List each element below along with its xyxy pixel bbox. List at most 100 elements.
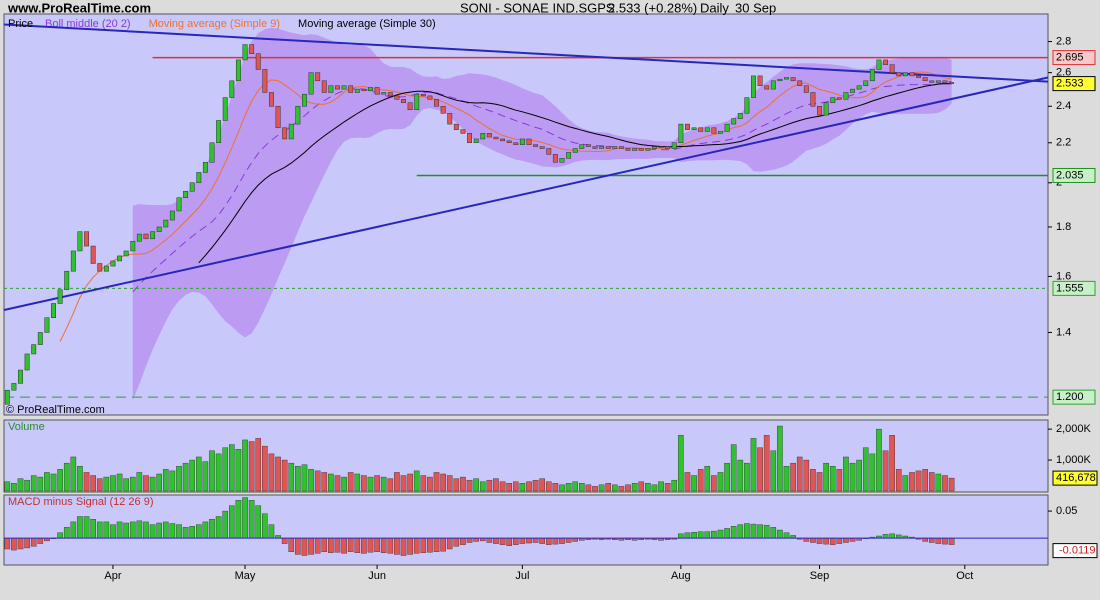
candle-body xyxy=(513,142,519,145)
macd-bar xyxy=(63,527,70,539)
candle-body xyxy=(51,303,56,318)
candle-body xyxy=(671,142,677,149)
macd-bar xyxy=(565,537,572,543)
macd-bar xyxy=(321,537,328,552)
macd-bar xyxy=(354,537,361,553)
candle-body xyxy=(434,99,439,107)
volume-bar xyxy=(849,462,856,492)
volume-bar xyxy=(796,456,803,492)
candle-body xyxy=(731,118,737,125)
macd-bar xyxy=(37,537,44,544)
macd-bar xyxy=(57,532,63,539)
macd-bar xyxy=(928,537,935,543)
candle-body xyxy=(744,97,750,114)
copyright: © ProRealTime.com xyxy=(6,404,105,416)
macd-bar xyxy=(763,524,770,539)
axis-value-label: 2.035 xyxy=(1056,169,1084,181)
axis-value-box-bg xyxy=(1052,167,1096,183)
volume-bar xyxy=(717,472,724,492)
volume-bar xyxy=(169,470,176,492)
volume-bar xyxy=(631,483,638,492)
axis-value-box: 416,678 xyxy=(1052,470,1098,486)
volume-bar xyxy=(44,472,50,492)
candle-body xyxy=(335,85,340,90)
candle-body xyxy=(605,146,611,149)
macd-bar xyxy=(341,537,347,554)
volume-bar xyxy=(427,476,433,492)
macd-bar xyxy=(506,537,512,546)
macd-bar xyxy=(942,537,948,545)
candle-body xyxy=(922,77,928,82)
axis-value-box-bg xyxy=(1052,389,1096,405)
macd-bar xyxy=(262,513,268,539)
candle-body xyxy=(883,59,889,65)
axis-value-box-bg xyxy=(1052,470,1098,486)
macd-bar xyxy=(248,500,255,539)
volume-bar xyxy=(678,435,684,492)
candle-body xyxy=(843,92,849,100)
y-tick-label: 1.8 xyxy=(1056,221,1071,233)
macd-bar xyxy=(519,537,526,544)
volume-bar xyxy=(70,456,77,492)
volume-bar xyxy=(380,476,387,492)
axis-value-box: 1.200 xyxy=(1052,389,1096,405)
volume-bar xyxy=(176,466,182,492)
bollinger-band xyxy=(132,27,952,401)
period: Daily xyxy=(700,0,729,15)
volume-bar xyxy=(843,456,849,492)
volume-bar xyxy=(268,453,275,492)
volume-bar xyxy=(30,475,37,492)
candle-body xyxy=(651,146,657,149)
macd-bar xyxy=(744,523,750,539)
volume-bar xyxy=(519,483,526,492)
macd-bar xyxy=(83,516,90,539)
candle-body xyxy=(420,93,426,97)
macd-bar xyxy=(347,537,354,552)
candle-body xyxy=(18,369,23,384)
volume-bar xyxy=(651,484,658,492)
axis-value-box: 2.533 xyxy=(1052,76,1096,92)
macd-bar xyxy=(440,537,446,552)
legend-entry: Moving average (Simple 9) xyxy=(149,18,280,30)
candle-body xyxy=(876,59,882,70)
candle-body xyxy=(130,240,136,252)
macd-bar xyxy=(486,537,493,543)
candle-body xyxy=(143,233,149,240)
macd-bar xyxy=(110,524,116,539)
volume-bar xyxy=(559,484,565,492)
volume-bar xyxy=(288,462,295,492)
volume-bar xyxy=(572,481,578,492)
volume-bar xyxy=(856,459,862,492)
macd-bar xyxy=(308,537,314,555)
macd-bar xyxy=(829,537,836,545)
volume-bar xyxy=(526,481,532,492)
candle-body xyxy=(381,92,387,95)
macd-bar xyxy=(420,537,427,553)
candle-body xyxy=(500,138,506,142)
candle-body xyxy=(823,102,829,116)
macd-bar xyxy=(750,523,757,539)
axis-value-box: 1.555 xyxy=(1052,280,1096,296)
candle-body xyxy=(4,389,10,405)
macd-bar xyxy=(400,537,407,556)
volume-bar xyxy=(783,466,790,492)
legend-entry: Boll middle (20 2) xyxy=(45,18,131,30)
volume-bar xyxy=(770,450,777,492)
candle-body xyxy=(216,120,222,144)
candle-body xyxy=(242,44,248,61)
axis-value-box-bg xyxy=(1052,76,1096,92)
candle-body xyxy=(665,146,671,149)
volume-bar xyxy=(361,475,367,492)
macd-bar xyxy=(235,500,242,539)
volume-bar xyxy=(829,466,836,492)
volume-bar xyxy=(129,476,136,492)
volume-bar xyxy=(123,478,129,492)
x-tick-label: Sep xyxy=(810,570,830,582)
macd-bar xyxy=(499,537,506,545)
volume-bar xyxy=(308,469,314,492)
volume-bar xyxy=(202,461,209,492)
candle-body xyxy=(685,123,690,130)
macd-bar xyxy=(545,537,552,545)
macd-bar xyxy=(215,516,222,539)
macd-bar xyxy=(202,521,209,539)
